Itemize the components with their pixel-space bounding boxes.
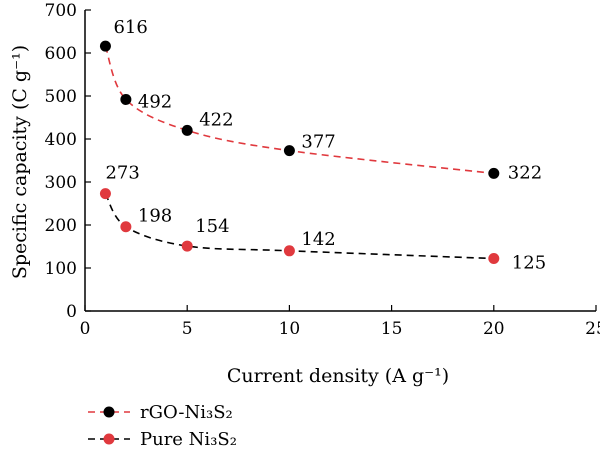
- data-point[interactable]: [181, 124, 193, 136]
- x-tick-label: 0: [80, 319, 91, 339]
- legend-marker: [103, 406, 115, 418]
- y-tick-label: 700: [45, 1, 77, 21]
- legend: rGO-Ni₃S₂ Pure Ni₃S₂: [88, 402, 237, 450]
- y-axis-ticks: 0 100 200 300 400 500 600 700: [45, 1, 91, 322]
- data-label: 616: [113, 17, 147, 38]
- legend-item[interactable]: rGO-Ni₃S₂: [88, 402, 233, 423]
- series-rgo-ni3s2: 616 492 422 377 322: [99, 17, 542, 183]
- data-point[interactable]: [488, 167, 500, 179]
- x-tick-label: 15: [381, 319, 403, 339]
- data-label: 125: [512, 253, 546, 274]
- y-tick-label: 0: [66, 302, 77, 322]
- data-label: 154: [195, 216, 229, 237]
- y-tick-label: 400: [45, 130, 77, 150]
- data-point[interactable]: [99, 188, 111, 200]
- y-tick-label: 300: [45, 173, 77, 193]
- x-tick-label: 25: [585, 319, 600, 339]
- data-label: 273: [105, 163, 139, 184]
- data-label: 322: [508, 162, 542, 183]
- x-tick-label: 5: [182, 319, 193, 339]
- data-label: 492: [138, 91, 172, 112]
- series-pure-ni3s2: 273 198 154 142 125: [99, 163, 546, 274]
- legend-item[interactable]: Pure Ni₃S₂: [88, 429, 237, 450]
- legend-label: rGO-Ni₃S₂: [140, 402, 233, 423]
- data-point[interactable]: [99, 40, 111, 52]
- y-tick-label: 500: [45, 87, 77, 107]
- data-point[interactable]: [120, 221, 132, 233]
- data-label: 377: [301, 132, 335, 153]
- y-axis-title: Specific capacity (C g⁻¹): [9, 45, 31, 279]
- data-point[interactable]: [283, 145, 295, 157]
- x-axis-title: Current density (A g⁻¹): [227, 365, 449, 387]
- data-label: 198: [138, 206, 172, 227]
- y-tick-label: 600: [45, 44, 77, 64]
- data-label: 422: [199, 109, 233, 130]
- data-label: 142: [301, 229, 335, 250]
- data-point[interactable]: [283, 245, 295, 257]
- plot-frame: [84, 10, 596, 312]
- x-axis-ticks: 0 5 10 15 20 25: [80, 305, 600, 339]
- series-layer: 616 492 422 377 322 273 198 154 142 125: [99, 17, 546, 274]
- x-tick-label: 10: [279, 319, 301, 339]
- y-tick-label: 100: [45, 259, 77, 279]
- data-point[interactable]: [181, 240, 193, 252]
- data-point[interactable]: [120, 93, 132, 105]
- data-point[interactable]: [488, 253, 500, 265]
- legend-label: Pure Ni₃S₂: [140, 429, 237, 450]
- x-tick-label: 20: [483, 319, 505, 339]
- legend-marker: [103, 433, 115, 445]
- y-tick-label: 200: [45, 216, 77, 236]
